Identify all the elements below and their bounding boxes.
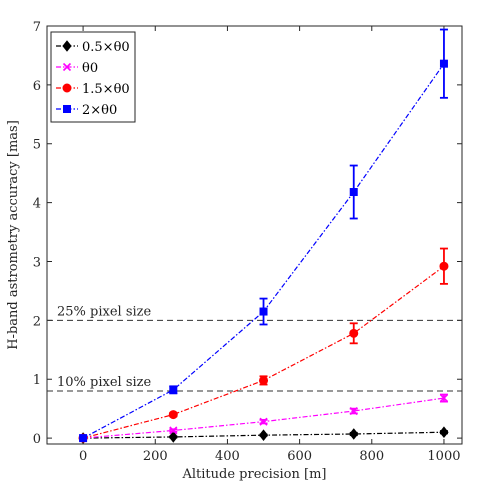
reference-lines: 25% pixel size 10% pixel size bbox=[47, 304, 462, 392]
data-point bbox=[258, 429, 269, 441]
legend-label: 2×θ0 bbox=[82, 103, 117, 118]
reference-line-label: 25% pixel size bbox=[57, 304, 151, 319]
legend: 0.5×θ0 θ0 1.5×θ0 2×θ0 bbox=[50, 31, 136, 123]
data-point bbox=[169, 385, 178, 394]
x-axis-title: Altitude precision [m] bbox=[182, 467, 327, 482]
y-tick-label: 6 bbox=[33, 79, 41, 94]
data-point bbox=[259, 307, 268, 316]
data-point bbox=[439, 59, 448, 68]
data-point bbox=[439, 261, 449, 271]
legend-label: 0.5×θ0 bbox=[82, 40, 130, 55]
axes: 0 200 400 600 800 1000 0 1 2 3 4 5 6 7 bbox=[33, 20, 463, 464]
y-tick-label: 7 bbox=[33, 20, 41, 35]
legend-marker bbox=[62, 83, 72, 93]
data-point bbox=[169, 426, 178, 435]
series-0 bbox=[78, 426, 449, 444]
data-point bbox=[349, 188, 358, 197]
y-tick-label: 2 bbox=[33, 314, 41, 329]
data-point bbox=[168, 410, 178, 420]
data-point bbox=[259, 417, 268, 426]
data-point bbox=[439, 426, 449, 439]
reference-line-label: 10% pixel size bbox=[57, 375, 151, 390]
x-tick-label: 0 bbox=[79, 449, 87, 464]
legend-item: 0.5×θ0 bbox=[56, 40, 130, 55]
series-3 bbox=[79, 28, 448, 443]
legend-marker bbox=[62, 40, 72, 52]
data-point bbox=[349, 328, 359, 338]
y-tick-label: 0 bbox=[33, 432, 41, 447]
series-line bbox=[82, 265, 445, 439]
series-2 bbox=[78, 247, 449, 443]
legend-item: 1.5×θ0 bbox=[56, 82, 130, 97]
legend-label: θ0 bbox=[82, 61, 98, 76]
y-axis-title: H-band astrometry accuracy [mas] bbox=[6, 120, 21, 350]
y-tick-label: 4 bbox=[33, 197, 41, 212]
data-series bbox=[78, 28, 449, 444]
x-tick-label: 800 bbox=[359, 449, 384, 464]
x-tick-label: 600 bbox=[287, 449, 312, 464]
data-point bbox=[439, 394, 449, 403]
plot-frame bbox=[46, 25, 463, 445]
legend-item: θ0 bbox=[56, 61, 98, 76]
y-tick-label: 3 bbox=[33, 255, 41, 270]
data-point bbox=[259, 375, 269, 385]
legend-item: 2×θ0 bbox=[56, 103, 117, 118]
data-point bbox=[79, 434, 88, 443]
y-tick-label: 5 bbox=[33, 138, 41, 153]
y-tick-label: 1 bbox=[33, 373, 41, 388]
x-tick-label: 1000 bbox=[427, 449, 460, 464]
data-point bbox=[168, 431, 178, 443]
legend-marker bbox=[63, 105, 71, 113]
x-tick-label: 400 bbox=[215, 449, 240, 464]
legend-label: 1.5×θ0 bbox=[82, 82, 130, 97]
legend-marker bbox=[62, 62, 72, 72]
series-1 bbox=[79, 393, 449, 443]
x-tick-label: 200 bbox=[143, 449, 168, 464]
data-point bbox=[349, 406, 358, 416]
data-point bbox=[349, 428, 359, 440]
